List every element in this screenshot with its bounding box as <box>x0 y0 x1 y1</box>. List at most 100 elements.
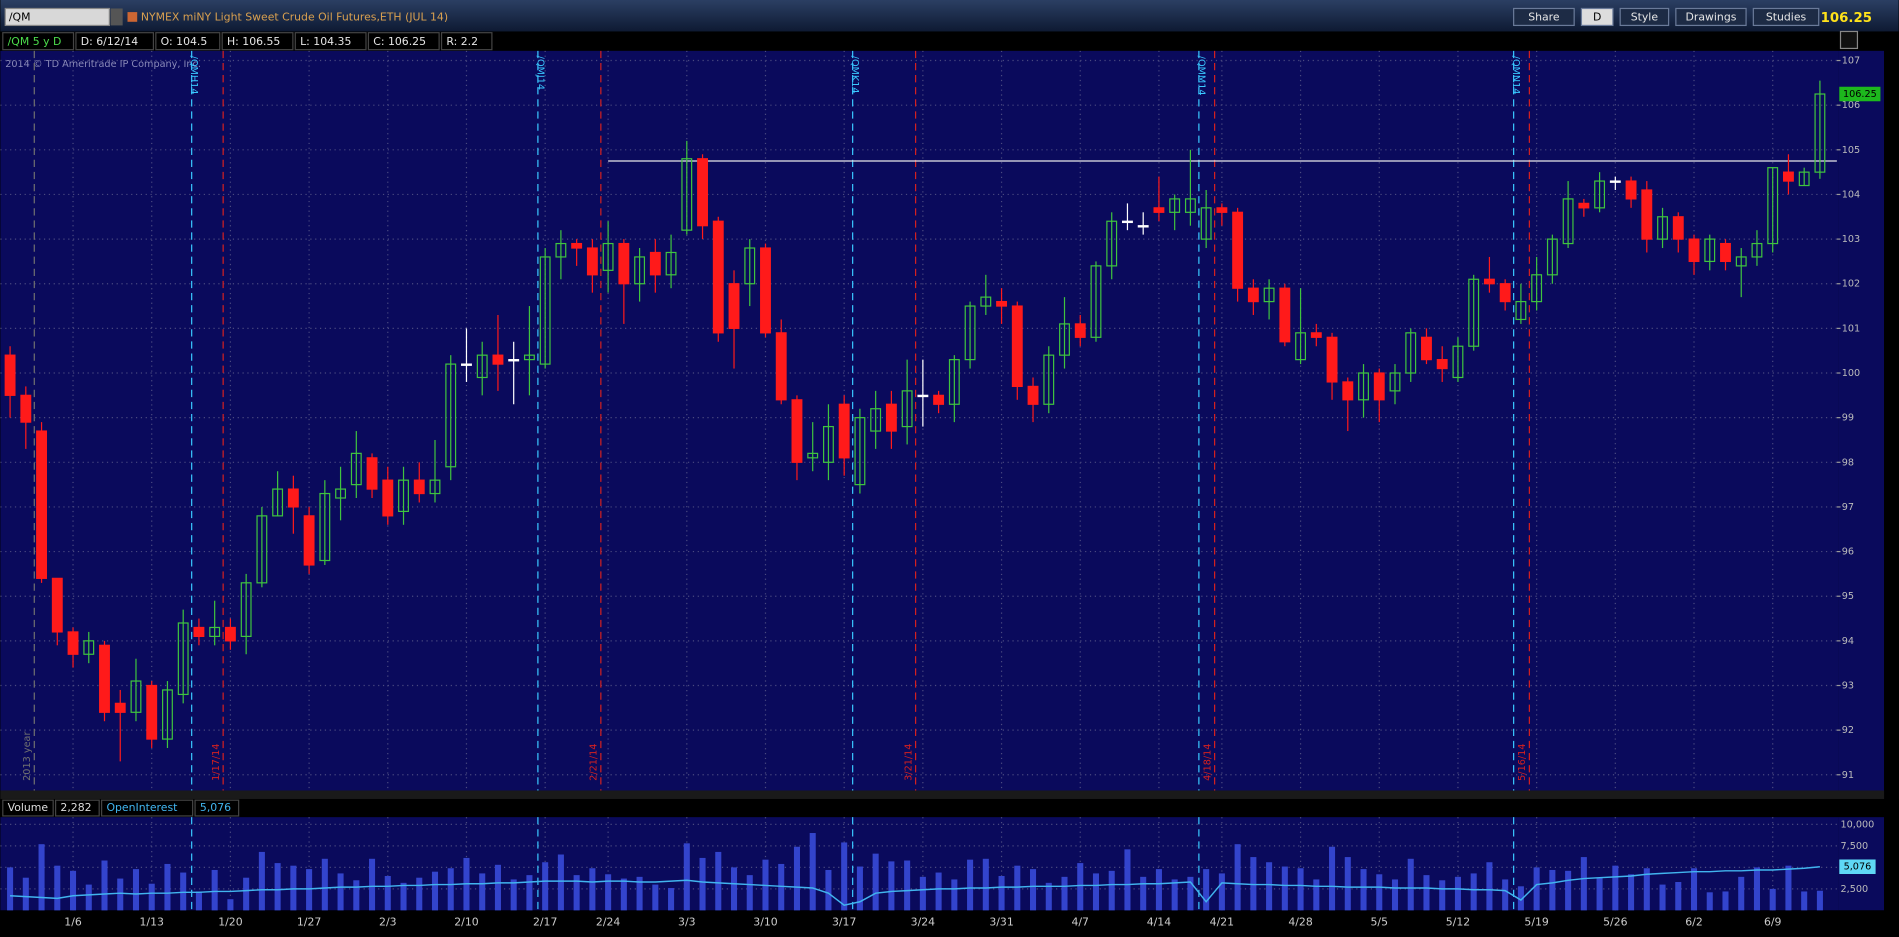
expiration-label: /QMH14 <box>188 56 199 95</box>
volume-bar <box>258 851 265 911</box>
volume-bar <box>1722 891 1729 911</box>
volume-bar <box>1045 882 1052 911</box>
volume-bar <box>1108 870 1115 911</box>
volume-bar <box>1690 868 1698 911</box>
volume-bar <box>132 869 140 911</box>
candle-body <box>1389 372 1401 392</box>
info-cell <box>294 32 367 51</box>
candle-body <box>366 457 378 490</box>
volume-bar <box>384 875 391 911</box>
y-tick-label: 96 <box>1842 547 1854 558</box>
toolbar-button[interactable] <box>1580 7 1614 27</box>
volume-bar <box>1313 879 1320 911</box>
candle-body <box>287 488 299 508</box>
candle-body <box>429 479 441 495</box>
toolbar-button[interactable] <box>1752 7 1820 27</box>
candle-body <box>1594 180 1606 209</box>
volume-bar <box>1628 874 1635 911</box>
volume-header-cell <box>100 799 194 817</box>
x-tick-label: 1/6 <box>64 915 82 928</box>
candle-body <box>807 452 819 459</box>
y-tick-label: 104 <box>1842 189 1860 200</box>
toolbar-button[interactable] <box>1619 7 1670 27</box>
volume-bar <box>1061 876 1068 911</box>
volume-bar <box>22 877 29 911</box>
candle-body <box>177 622 189 696</box>
oi-tag <box>1839 859 1876 875</box>
candle-body <box>4 354 16 396</box>
volume-bar <box>715 851 722 911</box>
last-price: 106.25 <box>1821 11 1872 26</box>
candle-body <box>476 354 488 379</box>
volume-bar <box>872 853 879 911</box>
volume-bar <box>573 875 580 911</box>
last-price-tag-label: 106.25 <box>1843 89 1877 100</box>
candle-body <box>114 702 126 713</box>
volume-bar <box>431 871 439 911</box>
copyright: 2014 © TD Ameritrade IP Company, Inc. <box>5 59 201 70</box>
candle-body <box>822 425 834 463</box>
volume-bar <box>494 864 501 911</box>
candle-body <box>335 488 347 499</box>
volume-bar <box>1155 869 1162 911</box>
x-tick-label: 2/10 <box>454 915 479 928</box>
candle-body <box>1405 332 1417 374</box>
candle-body <box>634 256 646 285</box>
x-tick-label: 5/19 <box>1524 915 1549 928</box>
y-tick-label: 103 <box>1842 234 1860 245</box>
volume-bar <box>1266 862 1273 911</box>
candle-body <box>1609 180 1621 183</box>
candle-body <box>571 242 583 249</box>
candle-body <box>1672 216 1684 240</box>
volume-bar <box>416 877 423 911</box>
volume-bar <box>1706 892 1713 911</box>
volume-bar <box>1612 865 1619 911</box>
toolbar-button-label: D <box>1593 11 1601 24</box>
candle-body <box>224 626 236 642</box>
maximize-button[interactable] <box>1839 30 1859 50</box>
candle-body <box>775 332 787 401</box>
date-marker-label: 4/18/14 <box>1202 744 1213 781</box>
candle-body <box>1767 167 1779 245</box>
volume-bar <box>1470 873 1477 911</box>
volume-bar <box>605 874 612 911</box>
candle-body <box>1310 332 1322 338</box>
toolbar-button[interactable] <box>1513 7 1575 27</box>
volume-bar <box>1643 868 1650 911</box>
divider <box>0 790 1899 799</box>
volume-tick-label: 10,000 <box>1840 819 1874 830</box>
volume-bar <box>400 882 407 911</box>
volume-bar <box>1659 884 1666 911</box>
volume-bar <box>620 878 627 911</box>
candle-body <box>1184 198 1196 213</box>
volume-bar <box>746 875 753 911</box>
x-tick-label: 4/28 <box>1288 915 1313 928</box>
info-text: O: 104.5 <box>161 35 208 48</box>
toolbar-button[interactable] <box>1675 7 1747 27</box>
info-cell <box>367 32 440 51</box>
candle-body <box>539 256 551 365</box>
info-text: /QM 5 y D <box>8 35 62 48</box>
x-tick-label: 3/24 <box>911 915 936 928</box>
volume-bar <box>1297 868 1304 911</box>
y-tick-label: 93 <box>1842 680 1854 691</box>
candle-body <box>146 684 158 740</box>
volume-bar <box>1344 857 1351 911</box>
volume-bar <box>101 860 108 911</box>
candle-body <box>1688 238 1700 263</box>
volume-bar <box>809 833 816 911</box>
x-tick-label: 5/5 <box>1371 915 1389 928</box>
symbol-box[interactable] <box>4 7 110 27</box>
info-cell <box>75 32 155 51</box>
symbol-dropdown[interactable] <box>110 8 123 26</box>
candle-body <box>461 363 472 366</box>
volume-bar <box>510 879 517 911</box>
description: NYMEX miNY Light Sweet Crude Oil Futures… <box>141 11 448 24</box>
candle-body <box>1326 336 1338 383</box>
candle-body <box>1546 238 1558 276</box>
volume-bar <box>636 876 643 911</box>
expiration-label: /QMM14 <box>1195 56 1206 96</box>
volume-header-text: 5,076 <box>200 801 231 814</box>
volume-bar <box>951 879 958 911</box>
